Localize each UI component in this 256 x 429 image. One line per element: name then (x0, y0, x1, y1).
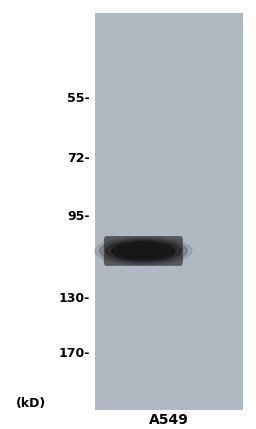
Polygon shape (119, 244, 168, 258)
FancyBboxPatch shape (104, 236, 183, 266)
Text: 72-: 72- (67, 152, 90, 165)
Text: 130-: 130- (58, 292, 90, 305)
Polygon shape (95, 237, 192, 265)
Polygon shape (100, 239, 187, 263)
Polygon shape (112, 242, 175, 260)
Text: 55-: 55- (67, 92, 90, 105)
Polygon shape (105, 240, 181, 262)
Text: 95-: 95- (67, 210, 90, 223)
Text: (kD): (kD) (16, 397, 46, 410)
FancyBboxPatch shape (95, 13, 243, 410)
Text: A549: A549 (149, 413, 189, 426)
Text: 170-: 170- (58, 347, 90, 360)
